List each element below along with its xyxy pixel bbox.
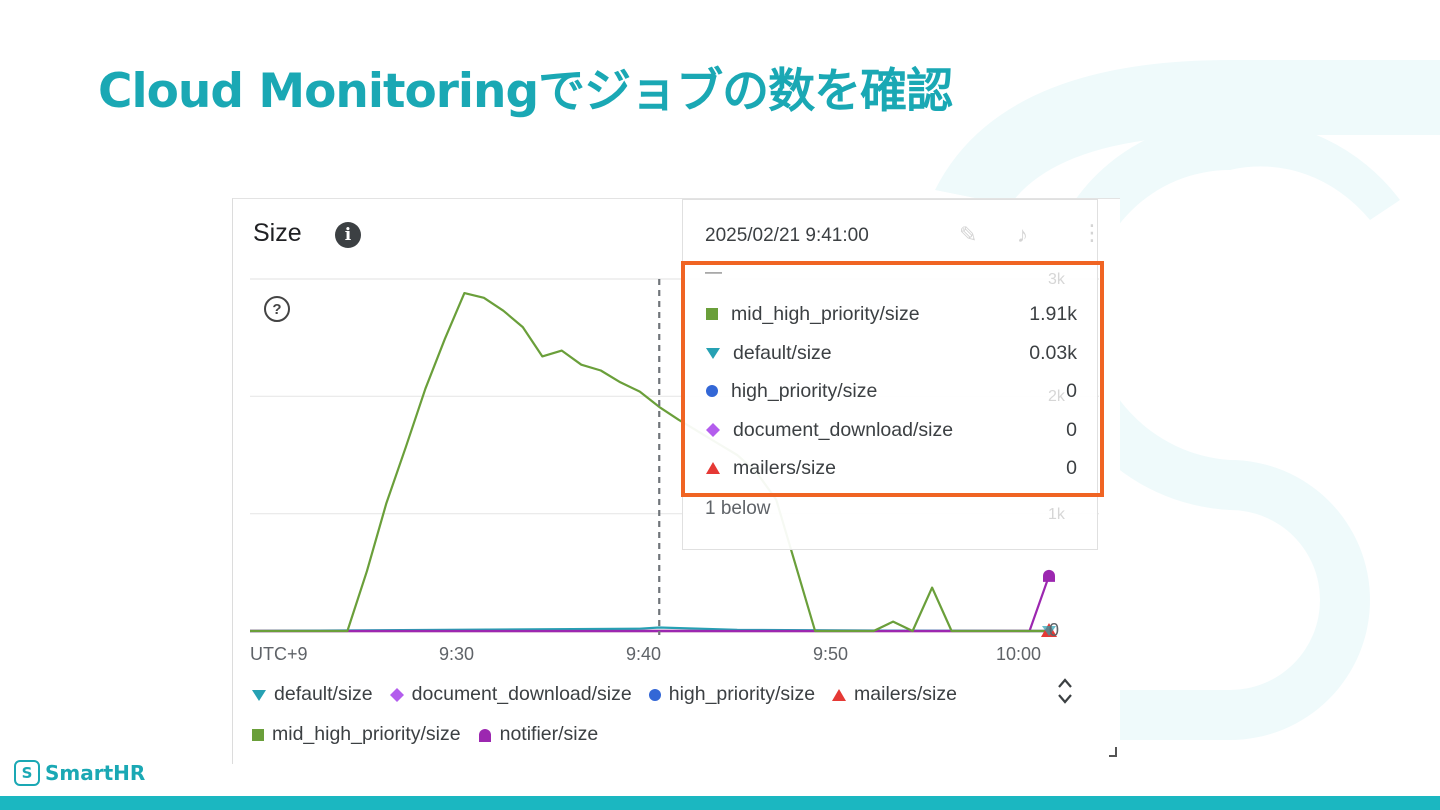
slide-title: Cloud Monitoringでジョブの数を確認 xyxy=(98,64,953,119)
info-icon[interactable]: i xyxy=(335,222,361,248)
triangle-down-icon xyxy=(706,348,720,359)
legend-item-default[interactable]: default/size xyxy=(251,683,373,706)
tooltip-series-name: document_download/size xyxy=(733,418,954,441)
tooltip-series-value: 0.03k xyxy=(1029,341,1077,364)
legend-item-high-priority[interactable]: high_priority/size xyxy=(648,683,815,706)
diamond-icon xyxy=(389,687,404,702)
chart-plot xyxy=(249,278,1099,637)
x-tick-label: 9:40 xyxy=(626,644,662,664)
faded-y-tick: 2k xyxy=(1048,388,1065,405)
legend-label: default/size xyxy=(274,683,373,705)
resize-handle[interactable] xyxy=(1109,747,1117,757)
brand-name: SmartHR xyxy=(45,761,146,785)
tooltip-series-name: high_priority/size xyxy=(731,379,878,402)
square-icon xyxy=(706,308,718,320)
pencil-icon[interactable]: ✎ xyxy=(959,222,978,247)
default-endpoint-marker xyxy=(1042,626,1056,636)
tooltip-series-value: 1.91k xyxy=(1029,302,1077,325)
legend-item-mid-high-priority[interactable]: mid_high_priority/size xyxy=(251,723,461,746)
x-tick-label: 9:30 xyxy=(439,644,475,664)
highlight-box xyxy=(681,261,1104,497)
tooltip-below-count: 1 below xyxy=(705,498,771,519)
triangle-up-icon xyxy=(832,688,847,701)
tooltip-row: mid_high_priority/size 1.91k xyxy=(705,301,1077,327)
tooltip-row: high_priority/size 0 xyxy=(705,378,1077,404)
diamond-icon xyxy=(706,423,720,437)
tooltip-row: document_download/size 0 xyxy=(705,417,1077,443)
legend-label: mid_high_priority/size xyxy=(272,723,461,745)
circle-icon xyxy=(648,688,661,701)
circle-icon xyxy=(706,385,718,397)
help-icon[interactable]: ? xyxy=(264,296,290,322)
timezone-label: UTC+9 xyxy=(250,644,308,664)
legend-item-document-download[interactable]: document_download/size xyxy=(389,683,632,706)
x-tick-label: 9:50 xyxy=(813,644,849,664)
legend-label: notifier/size xyxy=(499,723,599,745)
series-line-notifier xyxy=(250,575,1051,633)
hover-tooltip: 2025/02/21 9:41:00 ✎ ♪ ⋮ — 3k 2k 1k mid_… xyxy=(682,199,1103,550)
triangle-down-icon xyxy=(252,689,266,701)
faded-y-tick: 1k xyxy=(1048,506,1065,523)
tooltip-series-value: 0 xyxy=(1066,379,1077,402)
notifier-endpoint-marker xyxy=(1043,569,1055,582)
dome-icon xyxy=(478,728,491,742)
legend-item-notifier[interactable]: notifier/size xyxy=(477,723,599,746)
alarm-bell-icon[interactable]: ♪ xyxy=(1017,222,1028,247)
more-vert-icon[interactable]: ⋮ xyxy=(1081,220,1103,245)
square-icon xyxy=(252,728,264,741)
tooltip-series-name: mid_high_priority/size xyxy=(731,302,920,325)
legend-label: document_download/size xyxy=(411,683,632,705)
tooltip-series-name: mailers/size xyxy=(733,456,836,479)
tooltip-row: default/size 0.03k xyxy=(705,340,1077,366)
smarthr-logo: S SmartHR xyxy=(14,760,145,786)
tooltip-row: mailers/size 0 xyxy=(705,455,1077,481)
x-tick-label: 10:00 xyxy=(996,644,1042,664)
monitoring-chart-panel: Size i ? UTC+9 9:30 9:40 9:50 10:00 0 de… xyxy=(232,198,1120,764)
tooltip-series-value: 0 xyxy=(1066,418,1077,441)
series-line-mid-high-priority xyxy=(250,291,1049,633)
y-tick-label: 0 xyxy=(1049,620,1060,640)
tooltip-dash: — xyxy=(705,262,722,281)
legend-item-mailers[interactable]: mailers/size xyxy=(831,683,957,706)
smarthr-mark-icon: S xyxy=(14,760,40,786)
legend-expand-toggle[interactable] xyxy=(1053,675,1077,709)
chevron-up-down-icon xyxy=(1058,678,1072,704)
tooltip-timestamp: 2025/02/21 9:41:00 xyxy=(705,225,869,246)
legend-label: mailers/size xyxy=(854,683,957,705)
chart-title: Size xyxy=(253,219,302,247)
legend-label: high_priority/size xyxy=(668,683,816,705)
tooltip-series-value: 0 xyxy=(1066,456,1077,479)
triangle-up-icon xyxy=(706,462,720,474)
tooltip-series-name: default/size xyxy=(733,341,832,364)
bottom-accent-bar xyxy=(0,796,1440,810)
faded-y-tick: 3k xyxy=(1048,271,1065,288)
legend: default/size document_download/size high… xyxy=(251,683,1081,746)
